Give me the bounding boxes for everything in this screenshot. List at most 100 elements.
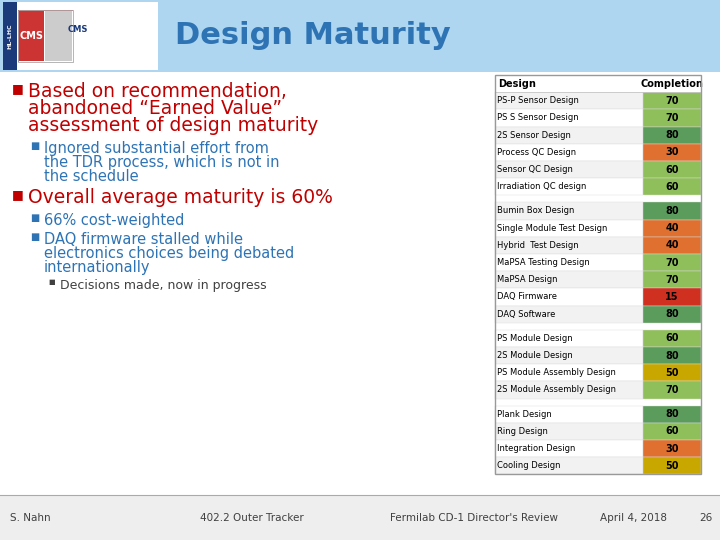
Text: 80: 80 bbox=[665, 206, 679, 216]
Bar bbox=[643, 161, 701, 178]
Text: 60: 60 bbox=[665, 427, 679, 436]
Bar bbox=[643, 457, 701, 475]
Text: Fermilab CD-1 Director's Review: Fermilab CD-1 Director's Review bbox=[390, 513, 558, 523]
Text: 66% cost-weighted: 66% cost-weighted bbox=[44, 213, 184, 228]
Bar bbox=[45, 11, 72, 61]
Bar bbox=[643, 237, 701, 254]
Text: DAQ Software: DAQ Software bbox=[497, 310, 555, 319]
Text: HL-LHC: HL-LHC bbox=[7, 23, 12, 49]
Text: Overall average maturity is 60%: Overall average maturity is 60% bbox=[28, 188, 333, 207]
Bar bbox=[643, 347, 701, 364]
Text: Irradiation QC design: Irradiation QC design bbox=[497, 183, 586, 191]
Bar bbox=[0, 495, 720, 540]
Bar bbox=[643, 288, 701, 306]
Bar bbox=[495, 126, 643, 144]
Text: 70: 70 bbox=[665, 113, 679, 123]
Text: PS S Sensor Design: PS S Sensor Design bbox=[497, 113, 579, 123]
Bar bbox=[643, 220, 701, 237]
Text: assessment of design maturity: assessment of design maturity bbox=[28, 116, 318, 135]
Bar bbox=[18, 10, 73, 62]
Text: CMS: CMS bbox=[19, 31, 43, 41]
Text: Design: Design bbox=[498, 79, 536, 89]
Bar bbox=[495, 330, 643, 347]
Text: Completion: Completion bbox=[641, 79, 703, 89]
Text: the schedule: the schedule bbox=[44, 169, 139, 184]
Text: Process QC Design: Process QC Design bbox=[497, 148, 576, 157]
Bar bbox=[495, 406, 643, 423]
Text: internationally: internationally bbox=[44, 260, 150, 275]
Text: abandoned “Earned Value”: abandoned “Earned Value” bbox=[28, 99, 282, 118]
Text: April 4, 2018: April 4, 2018 bbox=[600, 513, 667, 523]
Text: Decisions made, now in progress: Decisions made, now in progress bbox=[60, 279, 266, 292]
Text: 15: 15 bbox=[665, 292, 679, 302]
Bar bbox=[0, 0, 720, 72]
Text: Bumin Box Design: Bumin Box Design bbox=[497, 206, 575, 215]
Text: 40: 40 bbox=[665, 240, 679, 251]
Text: 70: 70 bbox=[665, 258, 679, 268]
Text: DAQ firmware stalled while: DAQ firmware stalled while bbox=[44, 232, 243, 247]
Bar bbox=[643, 271, 701, 288]
Text: 70: 70 bbox=[665, 275, 679, 285]
Bar bbox=[643, 126, 701, 144]
Bar bbox=[495, 306, 643, 323]
Bar bbox=[18, 10, 73, 62]
Text: ■: ■ bbox=[48, 279, 55, 285]
Text: S. Nahn: S. Nahn bbox=[10, 513, 50, 523]
Text: PS-P Sensor Design: PS-P Sensor Design bbox=[497, 96, 579, 105]
Text: PS Module Assembly Design: PS Module Assembly Design bbox=[497, 368, 616, 377]
Bar bbox=[495, 92, 643, 110]
Bar bbox=[495, 110, 643, 126]
Bar bbox=[495, 220, 643, 237]
Text: 30: 30 bbox=[665, 443, 679, 454]
Bar bbox=[495, 75, 701, 92]
Text: 60: 60 bbox=[665, 165, 679, 174]
Bar bbox=[19, 11, 44, 61]
Text: ■: ■ bbox=[30, 232, 40, 242]
Bar bbox=[643, 406, 701, 423]
Text: 40: 40 bbox=[665, 223, 679, 233]
Bar bbox=[643, 202, 701, 220]
Text: 50: 50 bbox=[665, 461, 679, 471]
Bar bbox=[495, 144, 643, 161]
Bar bbox=[643, 144, 701, 161]
Text: Single Module Test Design: Single Module Test Design bbox=[497, 224, 608, 233]
Text: Design Maturity: Design Maturity bbox=[175, 22, 451, 51]
Bar bbox=[495, 381, 643, 399]
Bar bbox=[495, 423, 643, 440]
Bar bbox=[643, 440, 701, 457]
Bar bbox=[495, 457, 643, 475]
Text: ■: ■ bbox=[30, 213, 40, 223]
Bar bbox=[495, 202, 643, 220]
Bar bbox=[643, 110, 701, 126]
Text: 60: 60 bbox=[665, 182, 679, 192]
Text: 80: 80 bbox=[665, 309, 679, 319]
Text: 70: 70 bbox=[665, 96, 679, 106]
Text: 2S Module Assembly Design: 2S Module Assembly Design bbox=[497, 386, 616, 395]
Text: 2S Sensor Design: 2S Sensor Design bbox=[497, 131, 571, 140]
Text: 80: 80 bbox=[665, 350, 679, 361]
Text: MaPSA Design: MaPSA Design bbox=[497, 275, 557, 284]
Bar bbox=[643, 423, 701, 440]
Bar bbox=[643, 364, 701, 381]
Text: Sensor QC Design: Sensor QC Design bbox=[497, 165, 573, 174]
Bar bbox=[495, 75, 701, 475]
Text: Hybrid  Test Design: Hybrid Test Design bbox=[497, 241, 579, 250]
Text: CMS: CMS bbox=[68, 25, 88, 35]
Text: ■: ■ bbox=[30, 141, 40, 151]
Text: 50: 50 bbox=[665, 368, 679, 378]
Text: DAQ Firmware: DAQ Firmware bbox=[497, 293, 557, 301]
Text: Ignored substantial effort from: Ignored substantial effort from bbox=[44, 141, 269, 156]
Bar bbox=[495, 347, 643, 364]
Bar bbox=[495, 178, 643, 195]
Bar bbox=[495, 288, 643, 306]
Bar bbox=[643, 306, 701, 323]
Bar bbox=[643, 381, 701, 399]
Text: ■: ■ bbox=[12, 82, 24, 95]
Text: Based on recommendation,: Based on recommendation, bbox=[28, 82, 287, 101]
Bar bbox=[3, 2, 17, 70]
Text: 60: 60 bbox=[665, 333, 679, 343]
Text: Cooling Design: Cooling Design bbox=[497, 461, 560, 470]
Text: 26: 26 bbox=[698, 513, 712, 523]
Bar bbox=[643, 178, 701, 195]
Text: the TDR process, which is not in: the TDR process, which is not in bbox=[44, 155, 279, 170]
